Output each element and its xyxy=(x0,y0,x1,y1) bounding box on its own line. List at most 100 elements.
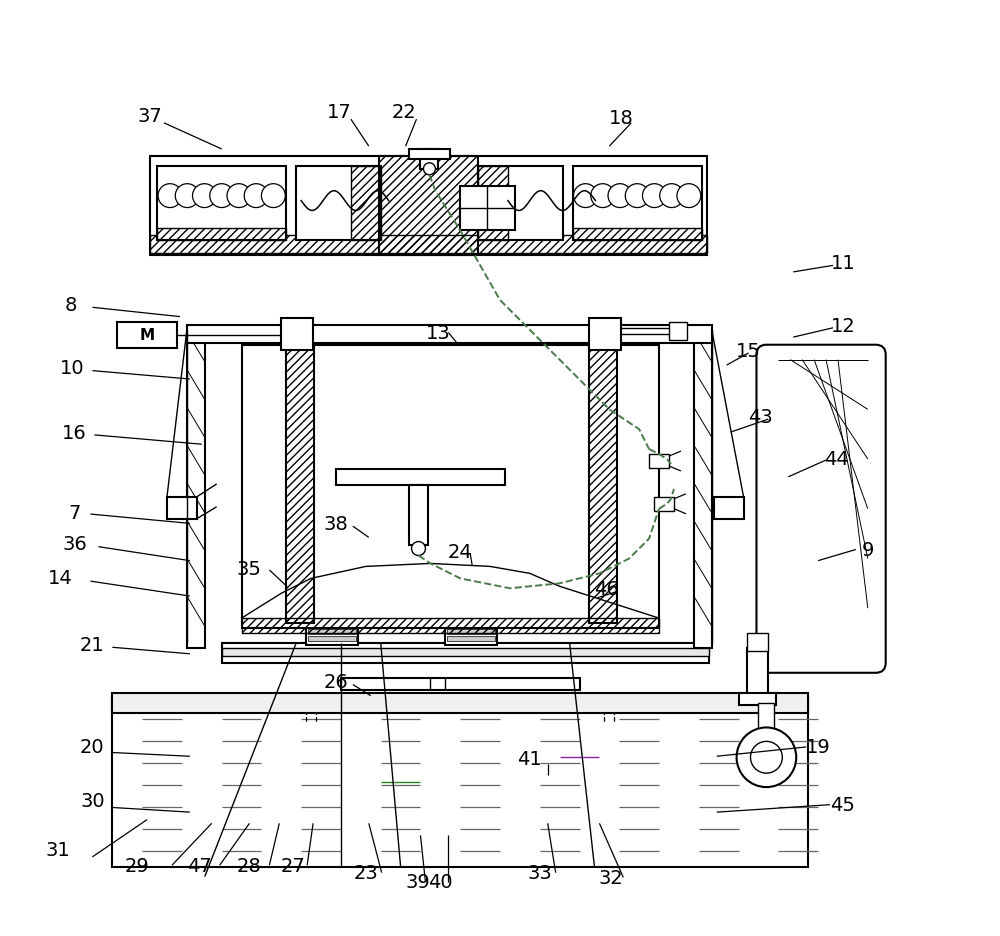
Text: 33: 33 xyxy=(527,863,552,883)
Bar xyxy=(409,150,450,160)
Bar xyxy=(112,698,808,867)
Bar xyxy=(222,643,709,663)
Bar xyxy=(379,156,478,256)
Text: 39: 39 xyxy=(405,872,430,892)
Bar xyxy=(420,150,438,169)
Bar xyxy=(573,167,702,241)
Bar xyxy=(589,345,617,623)
Text: 19: 19 xyxy=(806,738,830,756)
Text: 20: 20 xyxy=(80,738,105,756)
Text: 38: 38 xyxy=(324,515,348,534)
Circle shape xyxy=(423,164,435,176)
Bar xyxy=(409,486,428,545)
Circle shape xyxy=(412,542,425,556)
Bar xyxy=(669,323,687,341)
Circle shape xyxy=(244,184,268,209)
Bar xyxy=(654,497,674,511)
Circle shape xyxy=(227,184,251,209)
Bar xyxy=(286,345,314,623)
Bar xyxy=(351,167,381,241)
Text: 15: 15 xyxy=(736,342,761,360)
Text: 21: 21 xyxy=(80,636,105,654)
Circle shape xyxy=(737,727,796,787)
Text: M: M xyxy=(140,328,155,343)
Bar xyxy=(573,229,702,241)
Text: 23: 23 xyxy=(353,863,378,883)
Bar xyxy=(341,678,580,690)
Circle shape xyxy=(210,184,234,209)
Bar xyxy=(242,619,659,634)
Bar xyxy=(157,229,286,241)
Bar xyxy=(447,608,495,613)
Text: 40: 40 xyxy=(428,872,453,892)
Bar xyxy=(242,345,659,628)
Bar xyxy=(112,693,808,713)
Bar xyxy=(306,604,358,645)
Text: 36: 36 xyxy=(62,534,87,554)
Bar xyxy=(447,636,495,641)
Bar xyxy=(157,167,286,241)
Text: 24: 24 xyxy=(448,542,473,562)
Text: 12: 12 xyxy=(831,317,855,336)
Bar xyxy=(187,330,205,649)
FancyBboxPatch shape xyxy=(756,345,886,673)
Text: 22: 22 xyxy=(391,103,416,122)
Text: 43: 43 xyxy=(748,407,773,426)
Bar xyxy=(296,167,381,241)
Bar xyxy=(187,326,712,344)
Text: 30: 30 xyxy=(80,792,105,811)
Bar xyxy=(308,636,356,641)
Text: 31: 31 xyxy=(45,840,70,859)
Bar xyxy=(308,622,356,627)
Circle shape xyxy=(574,184,597,209)
Circle shape xyxy=(642,184,666,209)
Text: 16: 16 xyxy=(62,423,87,442)
Circle shape xyxy=(261,184,285,209)
Text: 8: 8 xyxy=(64,296,77,314)
Text: 47: 47 xyxy=(187,856,212,875)
Text: 45: 45 xyxy=(831,796,855,814)
Text: 29: 29 xyxy=(125,856,150,875)
Text: 44: 44 xyxy=(824,449,848,468)
Text: 26: 26 xyxy=(324,672,348,692)
Text: 46: 46 xyxy=(594,579,619,598)
Bar xyxy=(150,156,707,256)
Text: 35: 35 xyxy=(236,559,261,578)
Circle shape xyxy=(608,184,632,209)
Text: 37: 37 xyxy=(138,107,162,125)
Bar xyxy=(739,693,776,705)
Circle shape xyxy=(677,184,701,209)
Text: 28: 28 xyxy=(237,856,262,875)
Bar xyxy=(112,698,808,709)
Text: 27: 27 xyxy=(281,856,306,875)
Circle shape xyxy=(175,184,199,209)
Bar xyxy=(281,318,313,350)
Bar xyxy=(694,330,712,649)
Text: 11: 11 xyxy=(831,254,855,272)
Bar xyxy=(308,616,356,621)
Bar xyxy=(157,167,286,241)
Text: 7: 7 xyxy=(68,504,81,522)
Text: 14: 14 xyxy=(48,568,73,587)
Bar xyxy=(167,497,197,519)
Bar xyxy=(117,323,177,348)
Bar xyxy=(478,167,508,241)
Bar xyxy=(714,497,744,519)
Circle shape xyxy=(660,184,684,209)
Circle shape xyxy=(193,184,216,209)
Bar xyxy=(747,634,768,651)
Text: 17: 17 xyxy=(327,103,351,122)
Text: 10: 10 xyxy=(60,358,85,378)
Bar xyxy=(447,629,495,635)
Bar xyxy=(447,622,495,627)
Circle shape xyxy=(158,184,182,209)
Bar xyxy=(308,608,356,613)
Bar xyxy=(573,167,702,241)
Circle shape xyxy=(591,184,615,209)
Bar xyxy=(150,236,707,254)
Text: 13: 13 xyxy=(426,324,451,343)
Bar xyxy=(649,455,669,469)
Text: 32: 32 xyxy=(599,868,624,887)
Bar xyxy=(460,186,515,231)
Text: 41: 41 xyxy=(517,749,542,768)
